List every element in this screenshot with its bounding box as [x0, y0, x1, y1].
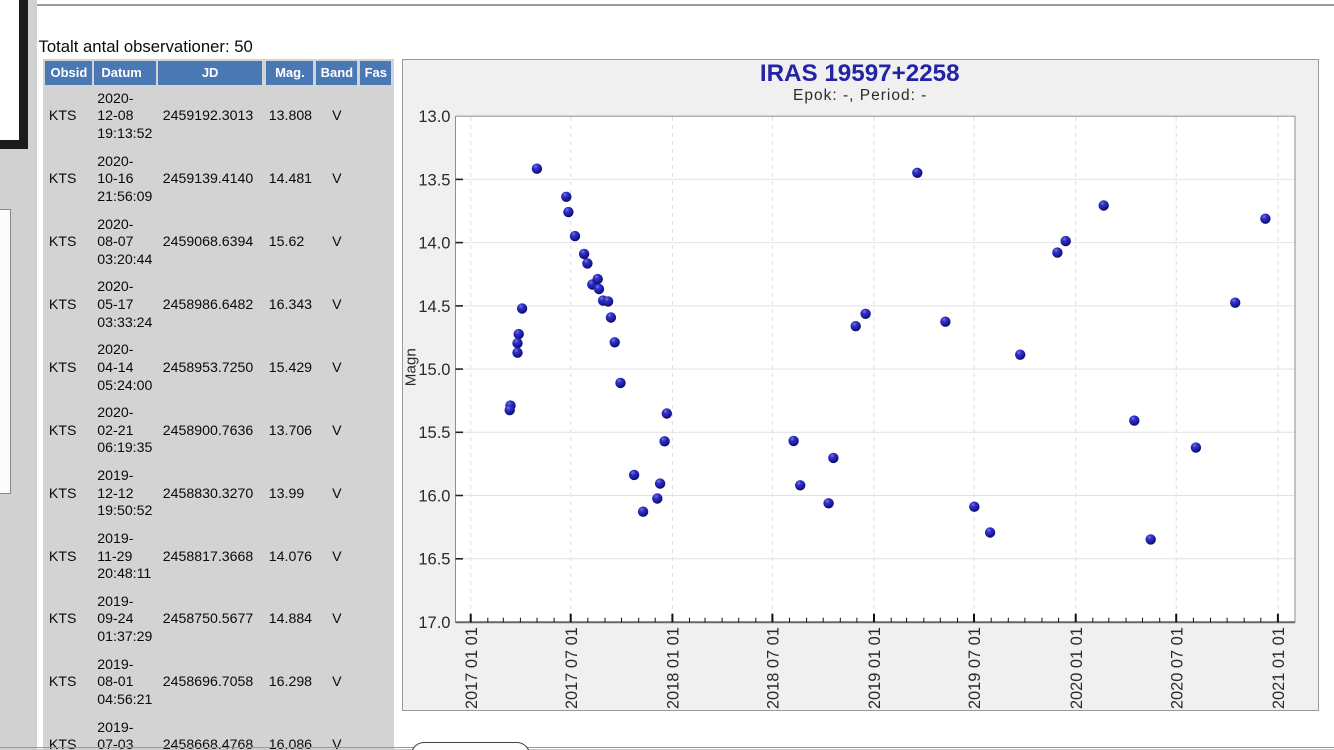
svg-text:2021 01 01: 2021 01 01: [1270, 627, 1288, 709]
svg-text:13.5: 13.5: [418, 172, 450, 190]
svg-text:2020 07 01: 2020 07 01: [1168, 627, 1186, 709]
svg-text:14.0: 14.0: [418, 235, 450, 253]
svg-text:2018 07 01: 2018 07 01: [764, 627, 782, 709]
svg-text:IRAS 19597+2258: IRAS 19597+2258: [759, 61, 959, 88]
svg-text:2017 01 01: 2017 01 01: [462, 627, 480, 709]
svg-text:16.5: 16.5: [418, 551, 450, 569]
svg-text:2019 07 01: 2019 07 01: [966, 627, 984, 709]
svg-text:13.0: 13.0: [418, 108, 450, 126]
svg-text:15.5: 15.5: [418, 425, 450, 443]
svg-text:2017 07 01: 2017 07 01: [562, 627, 580, 709]
svg-text:17.0: 17.0: [418, 614, 450, 632]
svg-text:14.5: 14.5: [418, 298, 450, 316]
svg-text:2019 01 01: 2019 01 01: [866, 627, 884, 709]
svg-text:15.0: 15.0: [418, 361, 450, 379]
svg-text:Magn: Magn: [402, 349, 419, 387]
svg-text:Epok: -, Period: -: Epok: -, Period: -: [793, 87, 927, 104]
svg-text:2018 01 01: 2018 01 01: [664, 627, 682, 709]
svg-text:16.0: 16.0: [418, 488, 450, 506]
svg-text:2020 01 01: 2020 01 01: [1067, 627, 1085, 709]
